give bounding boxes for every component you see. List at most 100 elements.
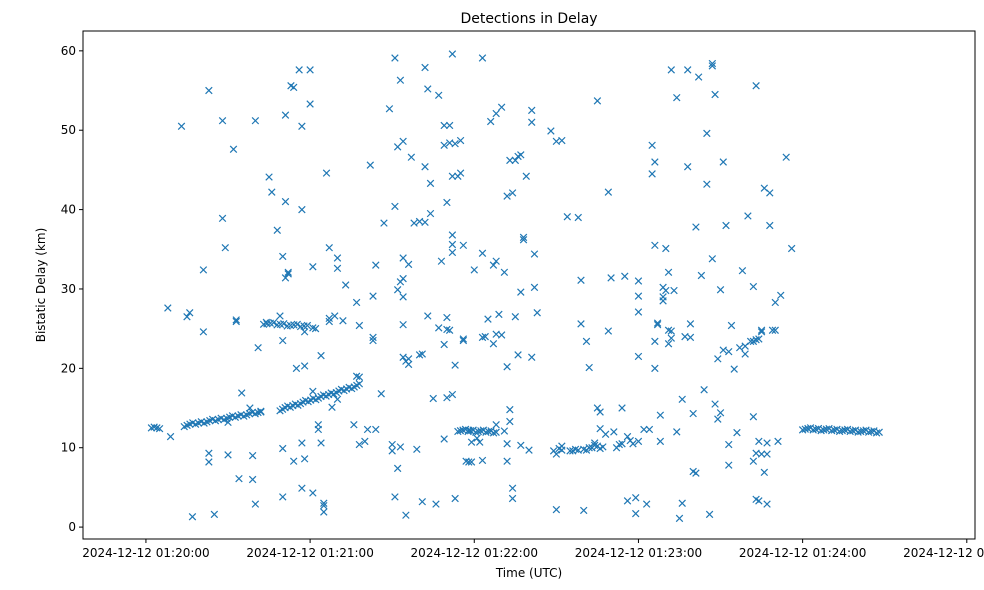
data-point: [849, 427, 857, 435]
data-point: [393, 464, 402, 473]
data-point: [495, 310, 503, 319]
x-tick-label: 2024-12-12 01:23:00: [575, 546, 702, 560]
data-point: [604, 188, 613, 196]
data-point: [489, 429, 498, 437]
data-point: [333, 264, 342, 273]
data-point: [440, 141, 448, 150]
data-point: [727, 321, 736, 330]
data-point: [716, 286, 725, 294]
data-point: [478, 456, 487, 465]
data-point: [664, 340, 673, 348]
data-point: [517, 151, 525, 159]
data-point: [787, 244, 796, 253]
data-point: [224, 451, 232, 459]
data-point: [766, 221, 774, 230]
data-point: [306, 100, 314, 108]
data-point: [295, 66, 303, 74]
data-point: [694, 73, 703, 81]
data-point: [746, 337, 755, 346]
data-point: [618, 404, 626, 412]
data-point: [265, 173, 273, 181]
data-point: [391, 202, 399, 211]
data-point: [653, 320, 662, 329]
data-point: [749, 457, 758, 465]
data-point: [519, 236, 528, 244]
data-point: [456, 169, 465, 177]
data-point: [749, 282, 758, 291]
data-point: [289, 83, 298, 92]
data-point: [771, 298, 779, 307]
data-point: [320, 501, 328, 510]
data-point: [841, 426, 849, 434]
data-point: [459, 336, 468, 345]
data-point: [760, 468, 769, 477]
data-point: [514, 351, 522, 359]
data-point: [279, 493, 287, 501]
data-point: [303, 321, 312, 330]
data-point: [410, 219, 418, 227]
data-point: [708, 62, 717, 70]
data-point: [459, 241, 468, 250]
data-point: [771, 326, 779, 334]
data-point: [424, 312, 432, 320]
data-point: [421, 163, 429, 171]
data-point: [440, 121, 448, 130]
data-point: [314, 420, 323, 429]
data-point: [372, 261, 380, 269]
data-point: [352, 372, 361, 381]
data-point: [566, 447, 574, 455]
data-point: [481, 332, 489, 341]
data-point: [352, 298, 361, 307]
data-point: [333, 395, 342, 404]
data-point: [279, 252, 287, 261]
x-tick-label: 2024-12-12 01:21:00: [246, 546, 373, 560]
data-point: [166, 432, 175, 441]
data-point: [820, 426, 828, 434]
y-tick-label: 30: [61, 282, 76, 296]
data-point: [798, 426, 807, 434]
data-point: [465, 458, 473, 466]
data-point: [188, 513, 197, 521]
data-point: [407, 153, 416, 161]
data-point: [399, 353, 407, 361]
data-point: [503, 457, 511, 465]
data-point: [369, 292, 377, 300]
data-point: [279, 444, 287, 453]
data-point: [257, 407, 265, 415]
data-point: [399, 254, 407, 262]
data-point: [872, 429, 881, 437]
data-point: [300, 362, 309, 370]
data-point: [298, 439, 306, 447]
data-point: [424, 85, 432, 93]
data-point: [857, 427, 865, 436]
data-point: [508, 494, 517, 503]
data-point: [434, 324, 443, 332]
data-point: [298, 484, 306, 492]
data-point: [708, 255, 717, 263]
data-point: [369, 333, 377, 342]
data-point: [306, 66, 314, 74]
data-point: [705, 510, 714, 519]
x-axis-ticks: 2024-12-12 01:20:00 2024-12-12 01:21:00 20…: [82, 539, 984, 560]
data-point: [429, 394, 437, 403]
data-point: [404, 260, 413, 269]
data-point: [322, 169, 331, 177]
data-point: [229, 145, 238, 153]
data-point: [221, 243, 230, 252]
data-point: [670, 286, 678, 295]
data-point: [325, 314, 333, 323]
data-point: [552, 450, 561, 458]
data-point: [333, 254, 342, 262]
data-point: [413, 445, 421, 454]
data-point: [391, 493, 399, 501]
data-point: [363, 425, 372, 434]
data-point: [448, 231, 457, 239]
data-point: [722, 221, 730, 230]
data-point: [766, 189, 774, 197]
data-point: [232, 317, 240, 326]
data-point: [651, 364, 659, 373]
data-point: [812, 425, 820, 433]
data-point: [755, 335, 763, 343]
data-point: [511, 156, 520, 165]
